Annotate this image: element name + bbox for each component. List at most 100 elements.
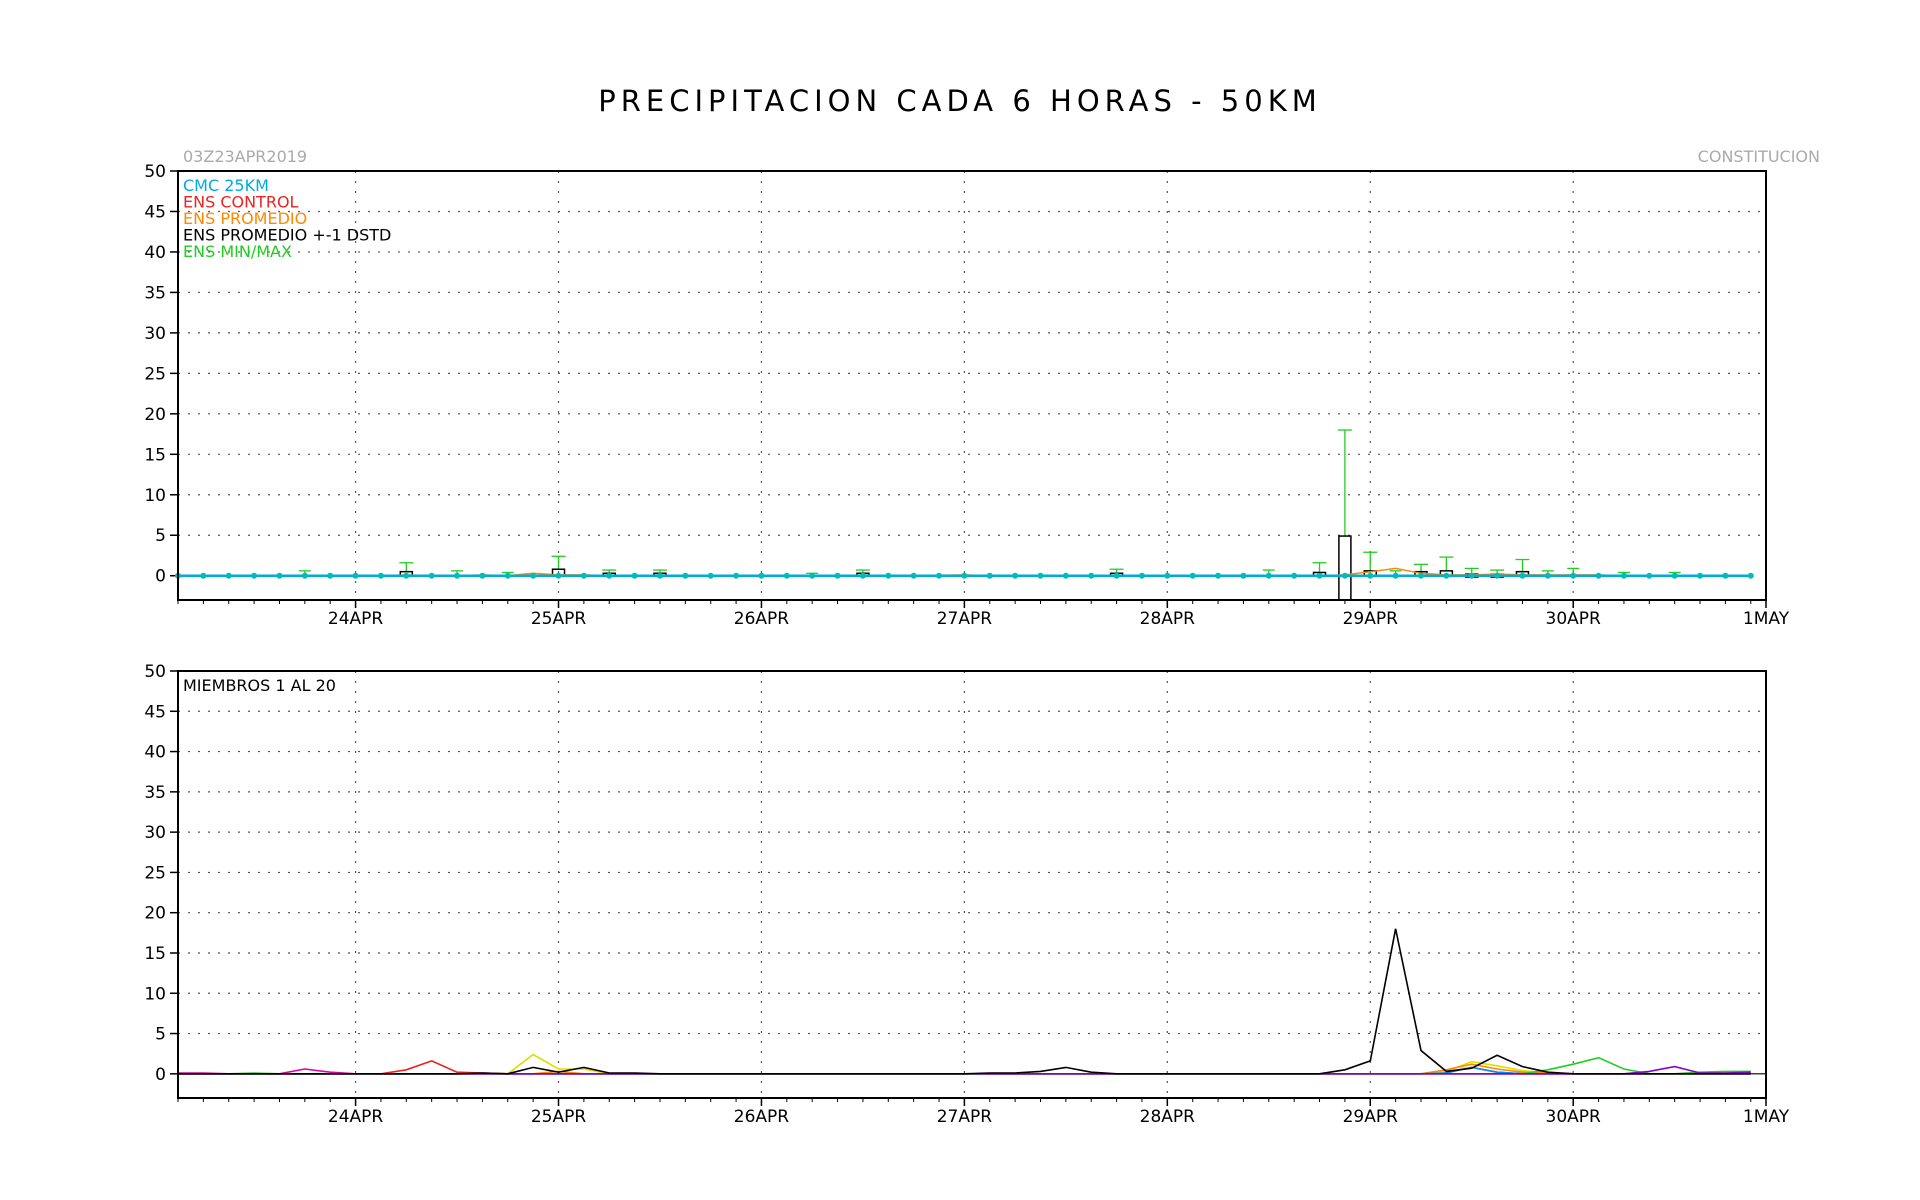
legend-entry: ENS PROMEDIO: [183, 209, 307, 228]
y-tick-label: 0: [155, 567, 166, 587]
cmc-point: [1189, 572, 1196, 579]
cmc-point: [1722, 572, 1729, 579]
cmc-point: [1468, 572, 1475, 579]
cmc-point: [225, 572, 232, 579]
cmc-point: [580, 572, 587, 579]
y-tick-label: 25: [144, 863, 166, 883]
figure-title: PRECIPITACION CADA 6 HORAS - 50KM: [598, 84, 1321, 118]
cmc-point: [454, 572, 461, 579]
x-tick-label: 25APR: [531, 609, 587, 629]
cmc-point: [1138, 572, 1145, 579]
cmc-point: [200, 572, 207, 579]
cmc-point: [1620, 572, 1627, 579]
cmc-point: [1113, 572, 1120, 579]
cmc-point: [961, 572, 968, 579]
cmc-point: [1443, 572, 1450, 579]
cmc-point: [834, 572, 841, 579]
cmc-point: [707, 572, 714, 579]
cmc-point: [1240, 572, 1247, 579]
y-tick-label: 5: [155, 526, 166, 546]
cmc-point: [1215, 572, 1222, 579]
cmc-point: [631, 572, 638, 579]
cmc-point: [1519, 572, 1526, 579]
y-tick-label: 35: [144, 283, 166, 303]
cmc-point: [1291, 572, 1298, 579]
run-label: 03Z23APR2019: [183, 147, 307, 166]
cmc-point: [1367, 572, 1374, 579]
y-tick-label: 0: [155, 1065, 166, 1085]
x-tick-label: 28APR: [1140, 609, 1196, 629]
legend-entry: ENS PROMEDIO +-1 DSTD: [183, 226, 391, 245]
cmc-point: [301, 572, 308, 579]
y-tick-label: 20: [144, 405, 166, 425]
cmc-point: [1265, 572, 1272, 579]
panel-frame: [177, 170, 1767, 601]
legend-entry: ENS MIN/MAX: [183, 242, 292, 261]
cmc-point: [1646, 572, 1653, 579]
cmc-point: [479, 572, 486, 579]
cmc-point: [1671, 572, 1678, 579]
cmc-point: [327, 572, 334, 579]
cmc-point: [1595, 572, 1602, 579]
y-tick-label: 40: [144, 743, 166, 763]
x-tick-label: 24APR: [328, 1107, 384, 1127]
cmc-point: [1494, 572, 1501, 579]
cmc-point: [1392, 572, 1399, 579]
cmc-point: [1341, 572, 1348, 579]
cmc-point: [530, 572, 537, 579]
x-tick-label: 1MAY: [1743, 1107, 1790, 1127]
y-tick-label: 30: [144, 823, 166, 843]
x-tick-label: 24APR: [328, 609, 384, 629]
cmc-point: [682, 572, 689, 579]
cmc-point: [377, 572, 384, 579]
legend-entry: CMC 25KM: [183, 176, 269, 195]
legend-entry: ENS CONTROL: [183, 193, 299, 212]
cmc-point: [1697, 572, 1704, 579]
cmc-point: [733, 572, 740, 579]
y-tick-label: 35: [144, 783, 166, 803]
cmc-point: [1544, 572, 1551, 579]
cmc-point: [1570, 572, 1577, 579]
x-tick-label: 29APR: [1343, 1107, 1399, 1127]
cmc-point: [1088, 572, 1095, 579]
location-label: CONSTITUCION: [1698, 147, 1820, 166]
y-tick-label: 20: [144, 904, 166, 924]
cmc-point: [1164, 572, 1171, 579]
y-tick-label: 25: [144, 364, 166, 384]
top-panel: 0 5 10 15 20 25 30 35 40 45 50 24APR 25APR 26APR 27APR…: [144, 162, 1789, 629]
x-tick-label: 26APR: [734, 1107, 790, 1127]
y-tick-label: 10: [144, 486, 166, 506]
cmc-point: [910, 572, 917, 579]
cmc-point: [656, 572, 663, 579]
y-tick-label: 30: [144, 324, 166, 344]
cmc-point: [555, 572, 562, 579]
y-tick-label: 15: [144, 445, 166, 465]
y-tick-label: 40: [144, 243, 166, 263]
cmc-point: [1037, 572, 1044, 579]
cmc-point: [352, 572, 359, 579]
y-tick-label: 15: [144, 944, 166, 964]
x-tick-label: 28APR: [1140, 1107, 1196, 1127]
y-tick-label: 45: [144, 702, 166, 722]
member-line: [178, 928, 1751, 1075]
x-tick-label: 26APR: [734, 609, 790, 629]
cmc-point: [1316, 572, 1323, 579]
cmc-point: [783, 572, 790, 579]
panel-frame: [177, 670, 1767, 1099]
bottom-panel: 0 5 10 15 20 25 30 35 40 45 50 24APR 25APR 26APR 27APR…: [144, 662, 1789, 1127]
std-box: [1338, 535, 1352, 601]
x-tick-label: 1MAY: [1743, 609, 1790, 629]
cmc-point: [504, 572, 511, 579]
cmc-point: [936, 572, 943, 579]
cmc-point: [1747, 572, 1754, 579]
x-tick-label: 30APR: [1546, 1107, 1602, 1127]
cmc-point: [809, 572, 816, 579]
cmc-point: [859, 572, 866, 579]
x-tick-label: 30APR: [1546, 609, 1602, 629]
cmc-point: [1418, 572, 1425, 579]
x-tick-label: 27APR: [937, 1107, 993, 1127]
cmc-point: [1012, 572, 1019, 579]
y-tick-label: 50: [144, 662, 166, 682]
cmc-point: [758, 572, 765, 579]
